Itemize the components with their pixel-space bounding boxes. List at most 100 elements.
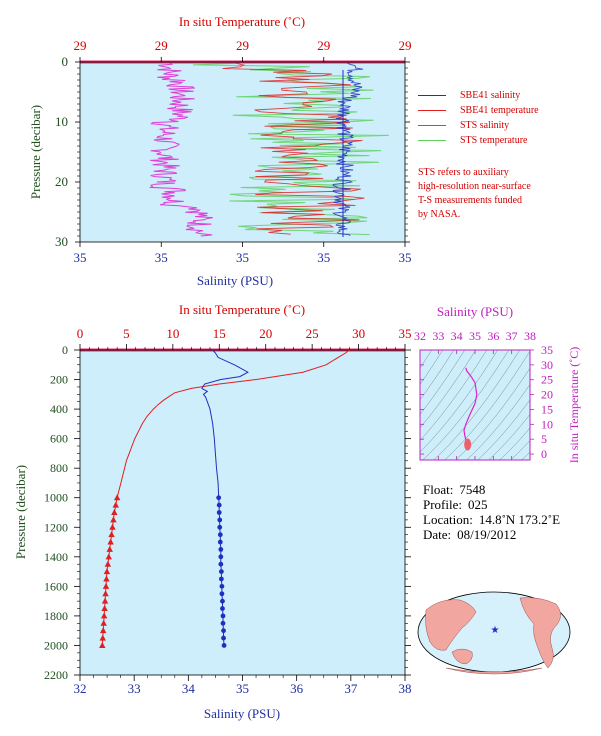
salinity-marker	[218, 576, 224, 582]
ts-temp-tick-label: 0	[541, 447, 547, 461]
main-pressure-tick-labels: 0 200 400 600 800 1000 1200 1400 1600 1800 2000 220…	[44, 343, 68, 682]
float-row: Float: 7548	[423, 482, 566, 497]
main-temp-tick-label: 25	[306, 326, 319, 341]
main-pressure-tick-label: 2200	[44, 668, 68, 682]
float-location-star-icon: ★	[491, 625, 500, 636]
temperature-marker	[100, 612, 108, 619]
ts-density-contour	[420, 350, 432, 369]
salinity-marker	[218, 569, 224, 574]
salinity-marker	[216, 495, 222, 501]
ts-temp-axis-title: In situ Temperature (˚C)	[567, 347, 581, 464]
ts-salinity-tick-label: 35	[469, 329, 481, 343]
upper-chart: In situ Temperature (˚C) 29 29 29 29 29 35 35…	[28, 14, 412, 288]
upper-salinity-tick-label: 35	[399, 250, 412, 265]
legend-item: STS temperature	[418, 133, 598, 148]
main-temp-axis-title: In situ Temperature (˚C)	[179, 302, 305, 317]
salinity-marker	[217, 539, 223, 545]
salinity-marker	[220, 598, 225, 604]
legend-label: STS salinity	[460, 120, 510, 131]
temperature-marker	[101, 605, 108, 612]
ts-salinity-tick-label: 36	[487, 329, 499, 343]
legend-label: SBE41 temperature	[460, 105, 539, 116]
temperature-marker	[106, 545, 113, 552]
ts-density-contour	[420, 350, 443, 385]
salinity-marker	[221, 635, 226, 641]
ts-salinity-tick-label: 33	[432, 329, 444, 343]
legend: SBE41 salinity SBE41 temperature STS sal…	[418, 88, 598, 148]
upper-pressure-tick-label: 20	[55, 174, 68, 189]
main-pressure-tick-label: 1600	[44, 579, 68, 593]
profile-row: Profile: 025	[423, 497, 566, 512]
upper-pressure-tick-labels: 0 10 20 30	[55, 54, 68, 249]
legend-swatch-sbe41-temperature	[418, 110, 446, 111]
upper-pressure-tick-label: 10	[55, 114, 68, 129]
main-temp-tick-label: 30	[352, 326, 365, 341]
ts-density-contour	[420, 350, 465, 415]
temperature-marker	[105, 553, 112, 560]
location-label: Location:	[423, 512, 473, 527]
main-salinity-tick-label: 32	[74, 681, 87, 696]
sts-salinity-trace	[148, 62, 213, 237]
main-chart: In situ Temperature (˚C) 0 5 10 15 20 25 30 35 …	[13, 302, 412, 721]
temperature-marker	[99, 641, 106, 648]
upper-temp-tick-labels: 29 29 29 29 29	[74, 38, 412, 53]
legend-swatch-sts-temperature	[418, 140, 446, 141]
upper-temp-tick-label: 29	[399, 38, 412, 53]
temperature-marker	[109, 523, 116, 530]
main-salinity-tick-label: 38	[399, 681, 412, 696]
main-salinity-tick-labels: 32 33 34 35 36 37 38	[74, 681, 412, 696]
upper-pressure-tick-label: 0	[62, 54, 69, 69]
main-salinity-tick-label: 33	[128, 681, 141, 696]
ts-plot-area	[420, 350, 530, 460]
upper-salinity-tick-label: 35	[236, 250, 249, 265]
ts-density-contour	[420, 350, 487, 441]
ts-temp-tick-label: 35	[541, 343, 553, 357]
ts-density-contour	[521, 330, 601, 470]
world-map: ★	[417, 591, 571, 675]
temperature-marker	[110, 516, 117, 523]
ts-density-contour	[420, 350, 498, 453]
main-pressure-tick-label: 1400	[44, 550, 68, 564]
ts-salinity-tick-label: 34	[451, 329, 463, 343]
legend-item: SBE41 temperature	[418, 103, 598, 118]
ts-temp-tick-label: 15	[541, 402, 553, 416]
ts-salinity-tick-labels: 32 33 34 35 36 37 38	[414, 329, 536, 343]
upper-salinity-tick-label: 35	[155, 250, 168, 265]
main-temp-tick-label: 10	[166, 326, 179, 341]
sts-note-line: by NASA.	[418, 209, 461, 220]
ts-temp-tick-label: 10	[541, 417, 553, 431]
upper-sts-profiles	[148, 62, 389, 237]
upper-salinity-tick-labels: 35 35 35 35 35	[74, 250, 412, 265]
main-pressure-tick-label: 1000	[44, 491, 68, 505]
salinity-marker	[219, 583, 225, 589]
main-series	[99, 349, 350, 648]
temperature-marker	[108, 531, 115, 538]
main-salinity-tick-label: 37	[344, 681, 358, 696]
date-row: Date: 08/19/2012	[423, 527, 566, 542]
float-label: Float:	[423, 482, 454, 497]
ts-salinity-tick-label: 32	[414, 329, 426, 343]
upper-salinity-axis-title: Salinity (PSU)	[197, 273, 273, 288]
salinity-marker	[221, 643, 227, 648]
main-temp-tick-label: 15	[213, 326, 226, 341]
ts-axis-ticks	[419, 349, 534, 460]
main-temp-tick-label: 0	[77, 326, 84, 341]
salinity-marker	[220, 606, 225, 611]
temperature-marker	[107, 538, 114, 545]
salinity-marker	[218, 554, 224, 560]
ts-diagram: Salinity (PSU) 32 33 34 35 36 37 38 0510152025…	[414, 304, 601, 470]
ts-salinity-tick-label: 37	[506, 329, 518, 343]
upper-temp-tick-label: 29	[74, 38, 87, 53]
main-plot-area	[80, 350, 405, 675]
temperature-marker	[100, 627, 107, 634]
main-pressure-tick-label: 400	[50, 402, 68, 416]
ts-deep-cluster	[464, 438, 472, 451]
upper-temp-axis-title: In situ Temperature (˚C)	[179, 14, 305, 29]
main-pressure-tick-label: 600	[50, 432, 68, 446]
profile-label: Profile:	[423, 497, 462, 512]
map-land-americas	[519, 597, 561, 669]
map-land-australia	[451, 648, 473, 665]
main-pressure-tick-label: 800	[50, 461, 68, 475]
main-salinity-axis-title: Salinity (PSU)	[204, 706, 280, 721]
